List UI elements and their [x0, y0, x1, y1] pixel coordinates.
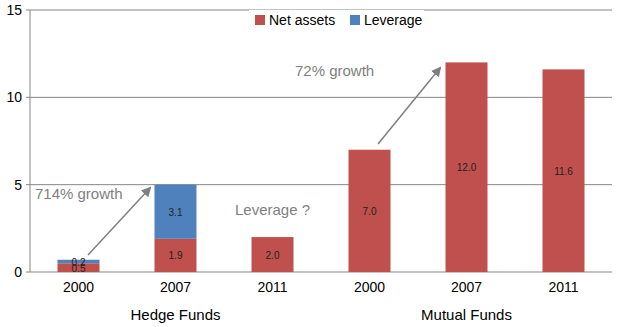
- y-tick-label: 0: [14, 264, 22, 280]
- bar: [155, 185, 197, 239]
- data-label: 7.0: [363, 206, 377, 217]
- data-label: 11.6: [554, 166, 573, 177]
- legend-label: Net assets: [269, 12, 335, 28]
- y-tick-label: 10: [6, 89, 22, 105]
- legend: Net assets Leverage: [249, 10, 424, 32]
- bar: [543, 69, 585, 272]
- x-tick-label: 2011: [257, 279, 287, 295]
- legend-bg: [249, 10, 424, 32]
- y-tick-label: 5: [14, 177, 22, 193]
- y-axis: [30, 10, 31, 272]
- tick-mark: [26, 184, 30, 185]
- bars: [58, 62, 585, 272]
- data-label: 12.0: [457, 162, 477, 173]
- legend-label: Leverage: [364, 12, 423, 28]
- annotation: 714% growth: [35, 185, 123, 202]
- data-label: 3.1: [169, 207, 183, 218]
- bar: [155, 239, 197, 272]
- grid-line: [30, 272, 612, 273]
- group-label: Hedge Funds: [130, 306, 220, 323]
- bar: [252, 237, 294, 272]
- legend-swatch: [255, 15, 265, 25]
- x-tick-label: 2007: [160, 279, 191, 295]
- x-tick-label: 2000: [63, 279, 94, 295]
- x-tick-label: 2000: [354, 279, 385, 295]
- tick-mark: [26, 272, 30, 273]
- x-tick-label: 2007: [451, 279, 482, 295]
- x-tick-label: 2011: [548, 279, 578, 295]
- tick-mark: [26, 10, 30, 11]
- annotation: 72% growth: [295, 62, 374, 79]
- data-label: 2.0: [266, 250, 280, 261]
- grid-line: [30, 97, 612, 98]
- annotation-arrow: [88, 188, 150, 255]
- data-label: 1.9: [169, 250, 183, 261]
- legend-swatch: [350, 15, 360, 25]
- group-label: Mutual Funds: [421, 306, 512, 323]
- y-tick-label: 15: [6, 2, 22, 18]
- bar: [446, 62, 488, 272]
- tick-mark: [26, 97, 30, 98]
- data-label: 0.2: [72, 257, 86, 268]
- bar: [349, 150, 391, 272]
- annotation-arrow: [378, 68, 440, 144]
- chart: 0510150.50.21.93.12.07.012.011.620002007…: [0, 0, 620, 327]
- annotation: Leverage ?: [235, 201, 310, 218]
